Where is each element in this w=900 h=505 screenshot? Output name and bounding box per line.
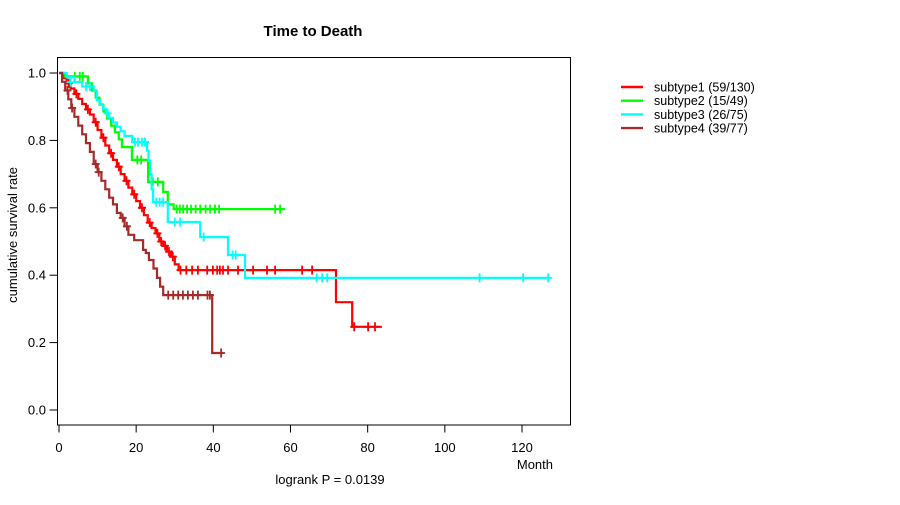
y-tick-label: 0.6	[28, 200, 46, 215]
survival-curves	[59, 71, 553, 358]
x-tick-label: 40	[206, 440, 220, 455]
x-axis-label: Month	[517, 457, 553, 472]
censor-marks-subtype1	[64, 78, 379, 332]
x-tick-label: 0	[55, 440, 62, 455]
x-tick-label: 80	[360, 440, 374, 455]
legend-item-subtype4: subtype4 (39/77)	[621, 122, 748, 136]
y-axis: 0.0 0.2 0.4 0.6 0.8 1.0	[28, 66, 58, 418]
legend: subtype1 (59/130)subtype2 (15/49)subtype…	[621, 81, 755, 136]
logrank-pvalue-note: logrank P = 0.0139	[275, 472, 384, 487]
survival-curve-subtype2	[59, 71, 286, 211]
survival-curve-subtype1	[59, 71, 382, 328]
legend-label-subtype4: subtype4 (39/77)	[654, 122, 748, 136]
censor-marks-subtype4	[63, 86, 226, 358]
y-tick-label: 0.4	[28, 268, 46, 283]
legend-item-subtype3: subtype3 (26/75)	[621, 108, 748, 122]
legend-item-subtype1: subtype1 (59/130)	[621, 81, 755, 95]
legend-label-subtype2: subtype2 (15/49)	[654, 94, 748, 108]
x-axis: 0 20 40 60 80 100 120	[55, 425, 533, 455]
legend-label-subtype1: subtype1 (59/130)	[654, 81, 755, 95]
survival-curve-subtype3	[59, 71, 549, 279]
x-tick-label: 100	[434, 440, 456, 455]
x-tick-label: 60	[283, 440, 297, 455]
legend-label-subtype3: subtype3 (26/75)	[654, 108, 748, 122]
x-tick-label: 20	[129, 440, 143, 455]
plot-title: Time to Death	[264, 23, 363, 40]
plot-box	[57, 57, 571, 426]
y-tick-label: 1.0	[28, 66, 46, 81]
survival-curve-subtype4	[59, 71, 223, 355]
y-axis-label: cumulative survival rate	[5, 167, 20, 303]
censor-marks-subtype2	[70, 71, 285, 214]
y-tick-label: 0.0	[28, 403, 46, 418]
x-tick-label: 120	[511, 440, 533, 455]
y-tick-label: 0.8	[28, 133, 46, 148]
y-tick-label: 0.2	[28, 335, 46, 350]
legend-item-subtype2: subtype2 (15/49)	[621, 94, 748, 108]
censor-marks-subtype3	[66, 77, 553, 283]
